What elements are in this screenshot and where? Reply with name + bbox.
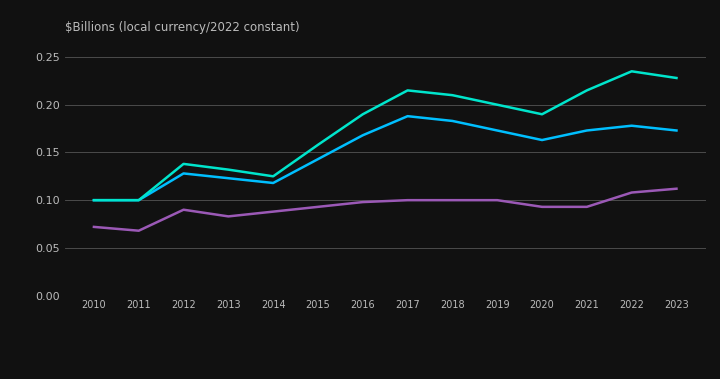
Residential	[627, 69, 636, 74]
Industrial	[135, 229, 143, 233]
Commercial	[179, 171, 188, 176]
Industrial	[179, 207, 188, 212]
Commercial	[672, 128, 681, 133]
Industrial	[224, 214, 233, 219]
Commercial	[269, 181, 277, 185]
Residential	[538, 112, 546, 116]
Industrial	[314, 205, 323, 209]
Line: Commercial: Commercial	[94, 116, 677, 200]
Line: Industrial: Industrial	[94, 189, 677, 231]
Commercial	[627, 124, 636, 128]
Residential	[403, 88, 412, 93]
Industrial	[627, 190, 636, 195]
Commercial	[135, 198, 143, 202]
Industrial	[89, 225, 98, 229]
Line: Residential: Residential	[94, 71, 677, 200]
Industrial	[448, 198, 456, 202]
Industrial	[672, 186, 681, 191]
Industrial	[582, 205, 591, 209]
Commercial	[538, 138, 546, 142]
Residential	[359, 112, 367, 116]
Residential	[89, 198, 98, 202]
Commercial	[359, 133, 367, 138]
Residential	[224, 168, 233, 172]
Commercial	[314, 157, 323, 161]
Residential	[314, 143, 323, 147]
Text: $Billions (local currency/2022 constant): $Billions (local currency/2022 constant)	[65, 21, 300, 34]
Residential	[135, 198, 143, 202]
Industrial	[269, 209, 277, 214]
Residential	[448, 93, 456, 97]
Residential	[269, 174, 277, 179]
Industrial	[403, 198, 412, 202]
Residential	[582, 88, 591, 93]
Industrial	[493, 198, 502, 202]
Residential	[179, 161, 188, 166]
Commercial	[448, 119, 456, 123]
Commercial	[582, 128, 591, 133]
Commercial	[493, 128, 502, 133]
Residential	[493, 102, 502, 107]
Industrial	[359, 200, 367, 204]
Commercial	[403, 114, 412, 119]
Commercial	[89, 198, 98, 202]
Industrial	[538, 205, 546, 209]
Commercial	[224, 176, 233, 180]
Residential	[672, 76, 681, 80]
